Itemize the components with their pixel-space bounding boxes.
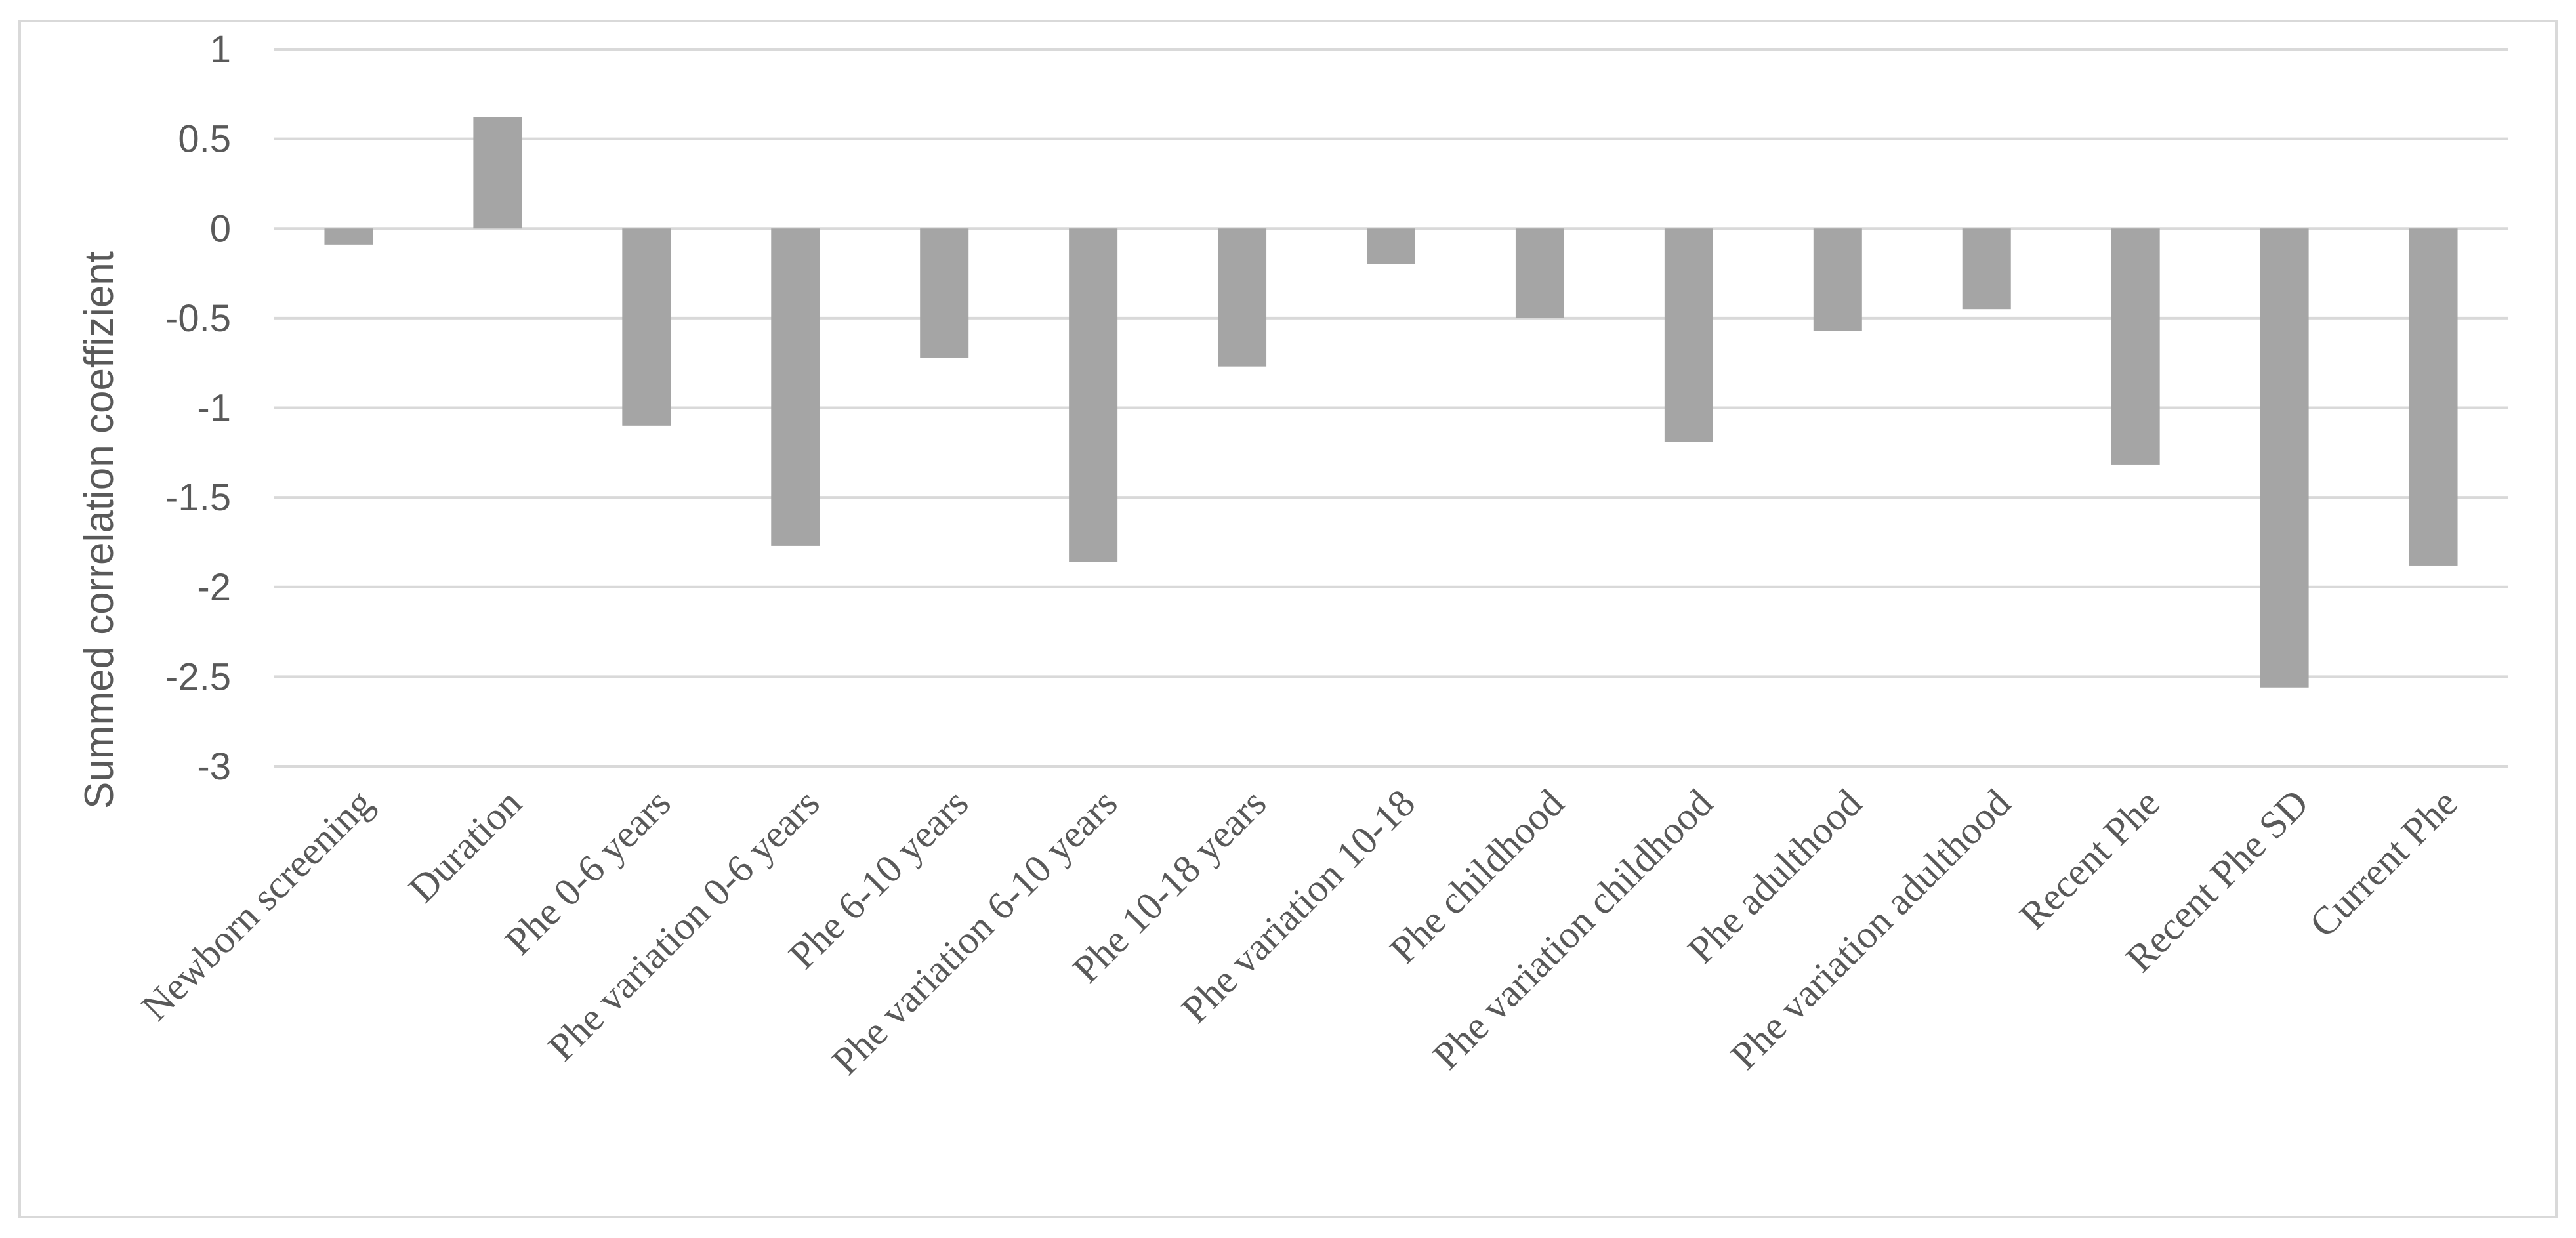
bar [1367,228,1415,264]
bars [324,117,2458,688]
bar [473,117,522,229]
bar [2111,228,2160,465]
bar [622,228,671,426]
y-axis-ticks: 1 0.5 0 -0.5 -1 -1.5 -2 -2.5 -3 [165,28,231,788]
y-tick-label: 0.5 [178,118,231,161]
bar [920,228,969,358]
y-tick-label: -0.5 [165,297,231,340]
y-tick-label: -1.5 [165,476,231,519]
bar [1664,228,1713,442]
bar [771,228,820,546]
bar [324,228,373,245]
bar [1515,228,1564,318]
bar [1218,228,1267,367]
y-tick-label: -3 [197,745,231,788]
chart-border [18,20,2558,1218]
y-tick-label: -2 [197,566,231,609]
bar [1962,228,2011,310]
y-axis-label: Summed correlation coeffizient [77,251,122,809]
y-tick-label: 1 [210,28,231,71]
bar [1069,228,1118,562]
y-tick-label: 0 [210,207,231,250]
y-tick-label: -1 [197,387,231,430]
y-tick-label: -2.5 [165,655,231,698]
bar [2409,228,2458,566]
bar [1813,228,1862,331]
bar [2260,228,2309,688]
